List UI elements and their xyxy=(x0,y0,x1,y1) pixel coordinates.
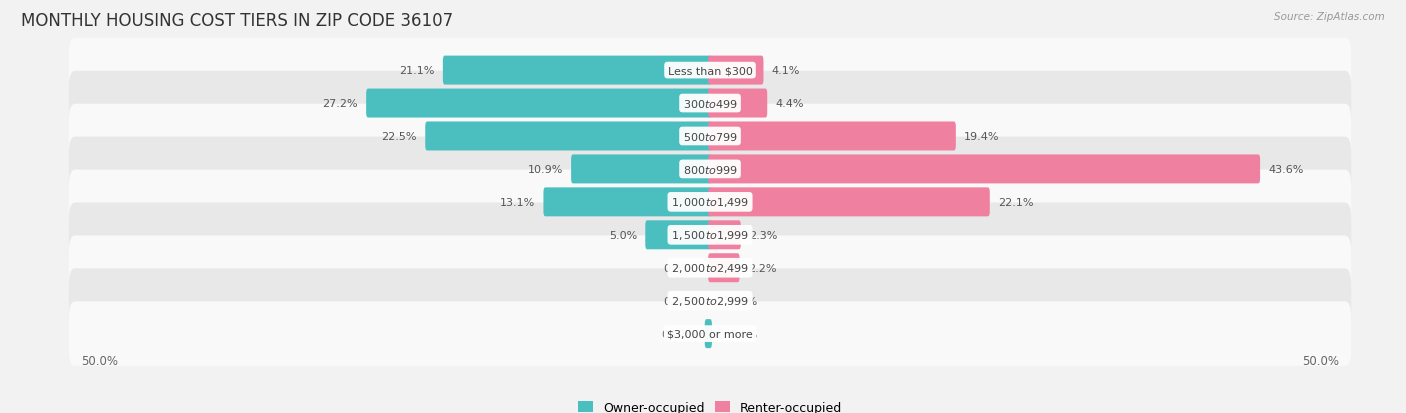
FancyBboxPatch shape xyxy=(709,155,1260,184)
FancyBboxPatch shape xyxy=(571,155,711,184)
Text: 43.6%: 43.6% xyxy=(1268,164,1303,175)
Text: 0.0%: 0.0% xyxy=(728,329,758,339)
FancyBboxPatch shape xyxy=(709,122,956,151)
FancyBboxPatch shape xyxy=(443,57,711,85)
FancyBboxPatch shape xyxy=(544,188,711,217)
Text: 22.1%: 22.1% xyxy=(998,197,1033,207)
FancyBboxPatch shape xyxy=(709,89,768,118)
Text: Less than $300: Less than $300 xyxy=(668,66,752,76)
Text: 2.3%: 2.3% xyxy=(749,230,778,240)
Text: 4.4%: 4.4% xyxy=(776,99,804,109)
Text: $1,000 to $1,499: $1,000 to $1,499 xyxy=(671,196,749,209)
Text: 10.9%: 10.9% xyxy=(527,164,562,175)
FancyBboxPatch shape xyxy=(69,137,1351,202)
FancyBboxPatch shape xyxy=(709,221,741,250)
FancyBboxPatch shape xyxy=(645,221,711,250)
FancyBboxPatch shape xyxy=(69,269,1351,333)
Text: 19.4%: 19.4% xyxy=(965,132,1000,142)
Text: 2.2%: 2.2% xyxy=(748,263,776,273)
Text: 27.2%: 27.2% xyxy=(322,99,359,109)
Text: 21.1%: 21.1% xyxy=(399,66,434,76)
Text: $2,000 to $2,499: $2,000 to $2,499 xyxy=(671,261,749,275)
Legend: Owner-occupied, Renter-occupied: Owner-occupied, Renter-occupied xyxy=(575,398,845,413)
FancyBboxPatch shape xyxy=(709,254,740,282)
Text: $500 to $799: $500 to $799 xyxy=(682,131,738,142)
FancyBboxPatch shape xyxy=(709,188,990,217)
FancyBboxPatch shape xyxy=(69,104,1351,169)
Text: $800 to $999: $800 to $999 xyxy=(682,164,738,176)
Text: 0.0%: 0.0% xyxy=(728,296,758,306)
FancyBboxPatch shape xyxy=(69,203,1351,268)
Text: Source: ZipAtlas.com: Source: ZipAtlas.com xyxy=(1274,12,1385,22)
FancyBboxPatch shape xyxy=(69,301,1351,366)
FancyBboxPatch shape xyxy=(425,122,711,151)
FancyBboxPatch shape xyxy=(69,39,1351,103)
Text: 0.0%: 0.0% xyxy=(662,263,692,273)
Text: 0.0%: 0.0% xyxy=(662,296,692,306)
Text: $3,000 or more: $3,000 or more xyxy=(668,329,752,339)
FancyBboxPatch shape xyxy=(366,89,711,118)
Text: 5.0%: 5.0% xyxy=(609,230,637,240)
Text: MONTHLY HOUSING COST TIERS IN ZIP CODE 36107: MONTHLY HOUSING COST TIERS IN ZIP CODE 3… xyxy=(21,12,453,30)
Text: 13.1%: 13.1% xyxy=(501,197,536,207)
FancyBboxPatch shape xyxy=(69,170,1351,235)
Text: 4.1%: 4.1% xyxy=(772,66,800,76)
Text: $300 to $499: $300 to $499 xyxy=(682,98,738,110)
FancyBboxPatch shape xyxy=(69,71,1351,136)
Text: $2,500 to $2,999: $2,500 to $2,999 xyxy=(671,294,749,307)
FancyBboxPatch shape xyxy=(704,319,711,348)
FancyBboxPatch shape xyxy=(69,236,1351,300)
Text: 50.0%: 50.0% xyxy=(1302,354,1339,367)
Text: 22.5%: 22.5% xyxy=(381,132,418,142)
FancyBboxPatch shape xyxy=(709,57,763,85)
Text: 0.27%: 0.27% xyxy=(661,329,696,339)
Text: 50.0%: 50.0% xyxy=(82,354,118,367)
Text: $1,500 to $1,999: $1,500 to $1,999 xyxy=(671,229,749,242)
